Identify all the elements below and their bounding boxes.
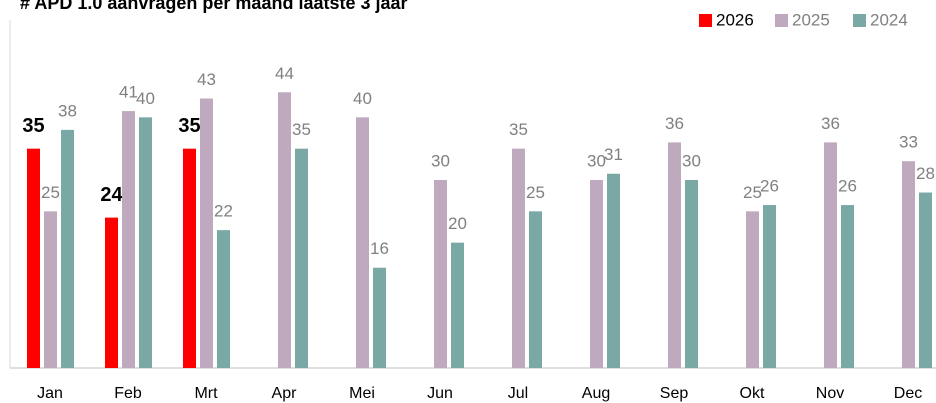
data-label: 40 xyxy=(136,89,155,108)
chart-title: # APD 1.0 aanvragen per maand laatste 3 … xyxy=(20,0,408,13)
data-label: 41 xyxy=(119,83,138,102)
bar xyxy=(529,211,542,368)
data-label: 25 xyxy=(41,183,60,202)
x-tick-label: Feb xyxy=(114,385,142,402)
data-label: 25 xyxy=(743,183,762,202)
data-label: 35 xyxy=(509,120,528,139)
data-label: 24 xyxy=(100,184,123,206)
legend-swatch xyxy=(775,14,788,27)
bar xyxy=(373,267,386,368)
bar xyxy=(27,148,40,368)
data-label: 30 xyxy=(587,151,606,170)
x-tick-label: Apr xyxy=(272,385,298,402)
data-label: 22 xyxy=(214,202,233,221)
bar xyxy=(200,98,213,369)
x-tick-label: Jan xyxy=(37,385,63,402)
bar xyxy=(590,180,603,368)
bar xyxy=(824,142,837,368)
bar xyxy=(607,173,620,368)
x-tick-label: Dec xyxy=(894,385,922,402)
data-label: 33 xyxy=(899,133,918,152)
x-tick-label: Mei xyxy=(349,385,375,402)
bar xyxy=(685,180,698,368)
bar xyxy=(919,192,932,368)
data-label: 35 xyxy=(178,115,200,137)
x-tick-label: Okt xyxy=(740,385,765,402)
x-tick-label: Sep xyxy=(660,385,689,402)
bar xyxy=(841,205,854,368)
bar xyxy=(183,148,196,368)
x-tick-label: Jun xyxy=(427,385,453,402)
bar xyxy=(668,142,681,368)
data-label: 31 xyxy=(604,145,623,164)
x-tick-label: Aug xyxy=(582,385,610,402)
legend-label: 2025 xyxy=(792,10,830,29)
data-label: 26 xyxy=(838,177,857,196)
data-label: 36 xyxy=(665,114,684,133)
bar xyxy=(902,161,915,368)
bar xyxy=(122,111,135,369)
legend-label: 2024 xyxy=(870,10,908,29)
bar xyxy=(105,217,118,368)
data-label: 43 xyxy=(197,70,216,89)
legend-swatch xyxy=(853,14,866,27)
bar xyxy=(278,92,291,369)
bar xyxy=(356,117,369,368)
legend-label: 2026 xyxy=(716,10,754,29)
x-tick-label: Nov xyxy=(816,385,844,402)
data-label: 30 xyxy=(431,151,450,170)
x-tick-label: Jul xyxy=(508,385,528,402)
bar xyxy=(61,129,74,368)
data-label: 35 xyxy=(292,120,311,139)
data-label: 35 xyxy=(22,115,44,137)
data-label: 28 xyxy=(916,164,935,183)
bar xyxy=(217,230,230,368)
bar xyxy=(139,117,152,368)
bar xyxy=(295,148,308,368)
bar xyxy=(434,180,447,368)
bar xyxy=(512,148,525,368)
bar xyxy=(746,211,759,368)
data-label: 25 xyxy=(526,183,545,202)
data-label: 26 xyxy=(760,177,779,196)
bar xyxy=(763,205,776,368)
bar xyxy=(44,211,57,368)
data-label: 44 xyxy=(275,64,294,83)
data-label: 40 xyxy=(353,89,372,108)
x-tick-label: Mrt xyxy=(194,385,218,402)
bar xyxy=(451,242,464,368)
data-label: 16 xyxy=(370,239,389,258)
legend-swatch xyxy=(699,14,712,27)
data-label: 38 xyxy=(58,101,77,120)
data-label: 20 xyxy=(448,214,467,233)
data-label: 30 xyxy=(682,151,701,170)
data-label: 36 xyxy=(821,114,840,133)
